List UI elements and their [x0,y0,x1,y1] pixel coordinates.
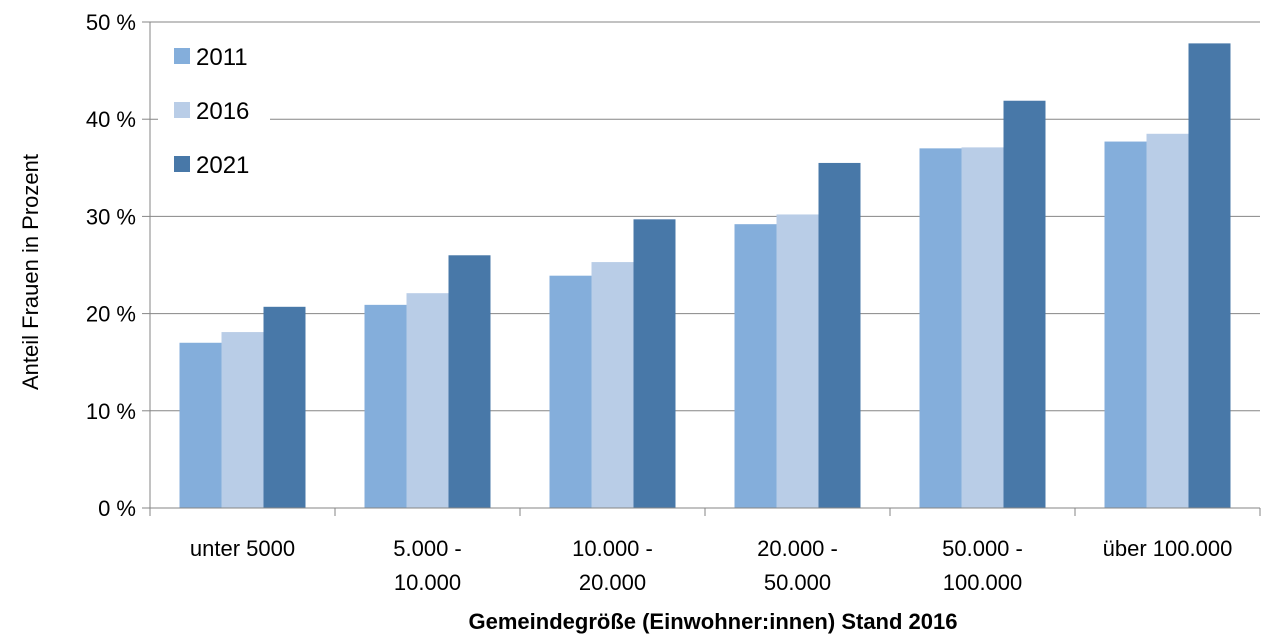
bar-2021 [1188,43,1231,508]
bar-2011 [1104,141,1147,508]
axes [149,22,1261,516]
bar-2011 [179,342,222,508]
bar-2016 [1146,133,1189,508]
y-tick-label: 50 % [86,10,136,35]
bar-2021 [818,162,861,508]
y-tick-label: 10 % [86,399,136,424]
x-axis-categories: unter 5000 5.000 -10.000 10.000 -20.000 20.… [190,536,1232,595]
bar-2011 [364,304,407,508]
legend-label-2016: 2016 [196,98,249,125]
bar-2016 [591,262,634,508]
legend-swatch-2016 [174,102,190,118]
bars [179,43,1231,509]
x-category-label: 50.000 -100.000 [942,536,1023,595]
bar-2011 [549,275,592,508]
legend: 2011 2016 2021 [174,44,249,179]
gridlines [150,21,1260,412]
bar-2021 [263,306,306,508]
y-axis-ticks: 0 % 10 % 20 % 30 % 40 % 50 % [86,10,150,521]
bar-2016 [776,214,819,508]
bar-2016 [221,332,264,508]
x-category-label: über 100.000 [1103,536,1233,561]
bar-2021 [1003,100,1046,509]
bar-2021 [633,219,676,509]
y-tick-label: 0 % [98,496,136,521]
x-category-label: 5.000 -10.000 [393,536,462,595]
bar-2016 [406,293,449,508]
bar-2016 [961,147,1004,508]
x-category-label: 20.000 -50.000 [757,536,838,595]
y-tick-label: 30 % [86,204,136,229]
legend-swatch-2011 [174,48,190,64]
legend-label-2021: 2021 [196,152,249,179]
bar-2021 [448,255,491,508]
legend-swatch-2021 [174,156,190,172]
legend-label-2011: 2011 [196,44,248,71]
y-axis-label: Anteil Frauen in Prozent [18,154,43,390]
bar-2011 [919,148,962,509]
x-axis-label: Gemeindegröße (Einwohner:innen) Stand 20… [469,609,958,634]
y-tick-label: 40 % [86,107,136,132]
x-category-label: 10.000 -20.000 [572,536,653,595]
y-tick-label: 20 % [86,302,136,327]
bar-2011 [734,224,777,508]
x-category-label: unter 5000 [190,536,295,561]
